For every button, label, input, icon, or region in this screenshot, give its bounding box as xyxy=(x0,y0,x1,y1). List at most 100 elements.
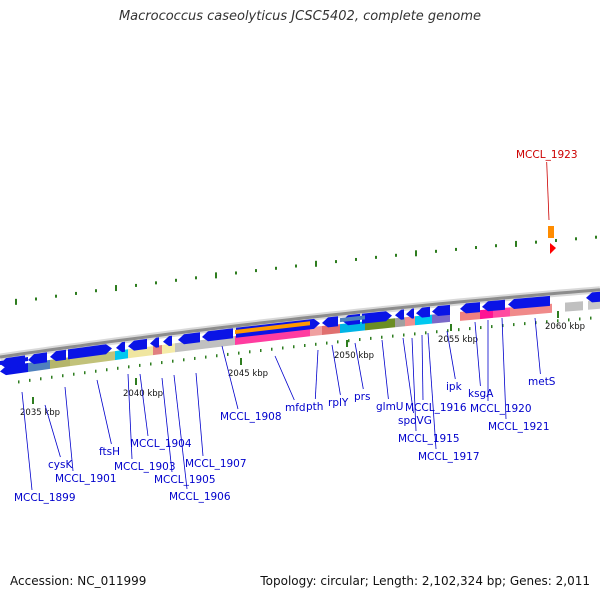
inner-tick xyxy=(249,350,251,354)
inner-tick xyxy=(161,361,163,365)
gene-block xyxy=(340,321,365,334)
inner-tick xyxy=(557,319,559,323)
inner-tick xyxy=(128,365,130,369)
outer-tick xyxy=(595,235,597,239)
inner-tick xyxy=(348,339,350,343)
inner-tick xyxy=(315,342,317,346)
gene-label: MCCL_1904 xyxy=(130,438,192,450)
leader-line xyxy=(21,391,33,491)
kbp-tick xyxy=(135,378,137,385)
inner-tick xyxy=(150,362,152,366)
gene-label: MCCL_1917 xyxy=(418,451,480,463)
gene-block xyxy=(153,345,162,356)
gene-label: ksgA xyxy=(468,388,494,400)
outer-tick xyxy=(495,244,497,248)
outer-tick xyxy=(515,240,517,247)
gene-label: pth xyxy=(306,401,323,413)
backbone-line xyxy=(0,288,600,359)
gene-label: MCCL_1916 xyxy=(405,402,467,414)
gene-label: MCCL_1899 xyxy=(14,492,76,504)
gene-block xyxy=(588,299,600,310)
gene-label: ipk xyxy=(446,381,463,393)
gene-label: prs xyxy=(354,391,370,403)
gene-labels: MCCL_1899cysKMCCL_1901ftsHMCCL_1903MCCL_… xyxy=(14,149,578,504)
inner-tick xyxy=(502,324,504,328)
gene-label: MCCL_1906 xyxy=(169,491,231,503)
outer-tick xyxy=(555,238,557,242)
gene-block xyxy=(322,324,340,335)
gene-block xyxy=(460,310,480,321)
outer-tick xyxy=(75,291,77,295)
gene-block xyxy=(235,327,310,345)
outer-tick xyxy=(55,294,57,298)
inner-tick xyxy=(304,344,306,348)
gene-block xyxy=(416,306,430,318)
inner-tick xyxy=(337,340,339,344)
kbp-tick xyxy=(240,358,242,365)
leader-line xyxy=(44,404,61,458)
leader-line xyxy=(421,334,424,401)
kbp-label: 2040 kbp xyxy=(123,389,163,399)
inner-tick xyxy=(194,356,196,360)
kbp-tick xyxy=(450,324,452,331)
inner-tick xyxy=(227,352,229,356)
gene-label: ftsH xyxy=(99,446,120,458)
leader-line xyxy=(546,161,550,221)
outer-tick xyxy=(115,285,117,292)
kbp-label: 2045 kbp xyxy=(228,369,268,379)
gene-block xyxy=(128,338,147,351)
gene-block xyxy=(175,336,235,353)
inner-tick xyxy=(436,330,438,334)
inner-tick xyxy=(359,338,361,342)
leader-line xyxy=(96,379,112,445)
outer-tick xyxy=(215,272,217,279)
gene-label: spoVG xyxy=(398,415,432,427)
inner-tick xyxy=(392,334,394,338)
gene-label: MCCL_1908 xyxy=(220,411,282,423)
inner-tick xyxy=(480,326,482,330)
gene-label: MCCL_1921 xyxy=(488,421,550,433)
inner-tick xyxy=(414,332,416,336)
gene-block xyxy=(322,316,338,328)
gene-block xyxy=(482,299,505,312)
inner-tick xyxy=(271,347,273,351)
gene-block xyxy=(150,337,159,348)
inner-tick xyxy=(216,354,218,358)
leader-line xyxy=(411,337,417,432)
gene-block xyxy=(163,335,172,347)
inner-tick xyxy=(447,329,449,333)
kbp-tick xyxy=(346,340,348,347)
outer-tick xyxy=(155,281,157,285)
gene-block xyxy=(395,309,404,320)
outer-tick xyxy=(335,260,337,264)
leader-line xyxy=(501,317,507,420)
genome-backbone xyxy=(0,286,600,361)
gene-label: mfd xyxy=(285,402,306,414)
outer-tick xyxy=(475,246,477,250)
inner-tick xyxy=(513,323,515,327)
topology-text: Topology: circular; Length: 2,102,324 bp… xyxy=(260,574,590,588)
inner-tick xyxy=(183,358,185,362)
gene-block xyxy=(415,314,432,326)
outer-tick xyxy=(295,264,297,268)
gene-block xyxy=(70,351,115,367)
outer-tick xyxy=(135,283,137,287)
inner-tick xyxy=(425,331,427,335)
inner-tick xyxy=(524,322,526,326)
outer-tick xyxy=(255,269,257,273)
outer-tick xyxy=(15,298,17,305)
gene-block xyxy=(432,304,450,316)
gene-label: cysK xyxy=(48,459,73,471)
gene-label: MCCL_1915 xyxy=(398,433,460,445)
inner-tick xyxy=(491,325,493,329)
inner-tick xyxy=(73,372,75,376)
gene-block xyxy=(586,291,600,303)
kbp-ticks: 2035 kbp 2040 kbp 2045 kbp 2050 kbp 2055 kbp… xyxy=(18,311,592,418)
leader-line xyxy=(474,321,481,387)
inner-tick xyxy=(370,336,372,340)
gene-block xyxy=(0,357,28,365)
inner-tick xyxy=(590,316,592,320)
outer-tick xyxy=(535,240,537,244)
gene-block xyxy=(340,315,365,323)
outer-tick xyxy=(275,266,277,270)
